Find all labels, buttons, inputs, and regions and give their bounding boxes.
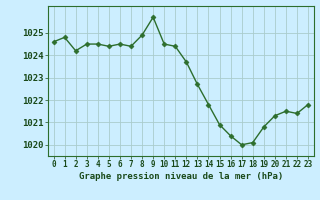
X-axis label: Graphe pression niveau de la mer (hPa): Graphe pression niveau de la mer (hPa) <box>79 172 283 181</box>
